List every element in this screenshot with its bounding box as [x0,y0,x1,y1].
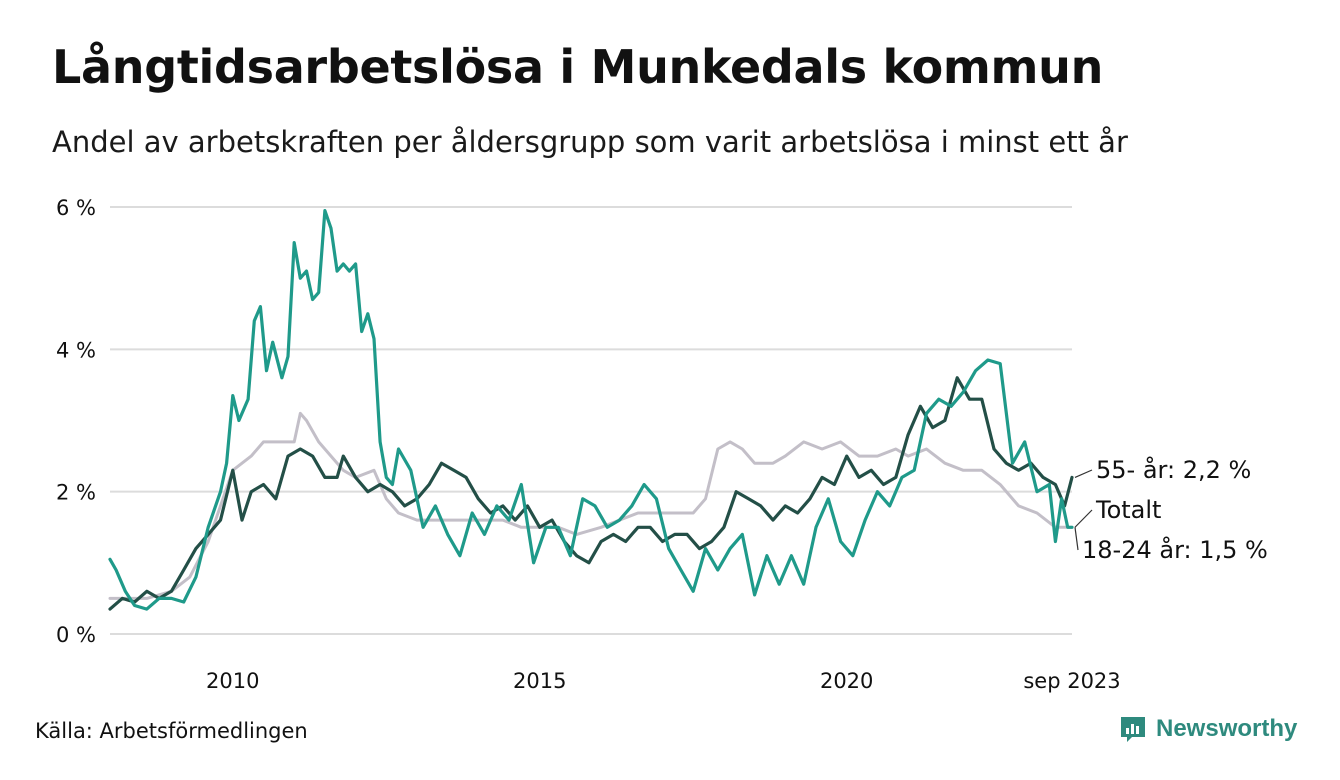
series-lines [108,209,1074,611]
x-axis-tick-labels: 2010 2015 2020 sep 2023 [206,669,1121,693]
series-end-label: Totalt [1095,496,1161,524]
source-note: Källa: Arbetsförmedlingen [35,719,308,743]
chart-subtitle: Andel av arbetskraften per åldersgrupp s… [52,125,1128,159]
series-line-2 [108,376,1074,611]
leader-line [1074,527,1079,551]
chart-title: Långtidsarbetslösa i Munkedals kommun [52,40,1104,94]
series-end-labels: Totalt 55- år: 2,2 % 18-24 år: 1,5 % [1074,455,1268,564]
x-tick-label: 2015 [513,669,566,693]
series-end-label: 18-24 år: 1,5 % [1082,535,1268,564]
newsworthy-logo-icon [1121,717,1145,742]
leader-line [1074,469,1093,478]
leader-line [1074,509,1093,528]
y-tick-label: 6 % [56,196,96,220]
x-tick-label: 2010 [206,669,259,693]
y-tick-label: 0 % [56,623,96,647]
brand-logo: Newsworthy [1118,714,1297,744]
y-axis-tick-labels: 0 % 2 % 4 % 6 % [56,196,96,647]
x-tick-label: sep 2023 [1023,669,1120,693]
series-line-3 [108,209,1074,611]
y-tick-label: 4 % [56,338,96,362]
brand-name: Newsworthy [1156,715,1298,742]
grid [110,206,1072,635]
series-line-1 [108,411,1074,600]
x-tick-label: 2020 [820,669,873,693]
y-tick-label: 2 % [56,481,96,505]
series-end-label: 55- år: 2,2 % [1096,455,1251,484]
